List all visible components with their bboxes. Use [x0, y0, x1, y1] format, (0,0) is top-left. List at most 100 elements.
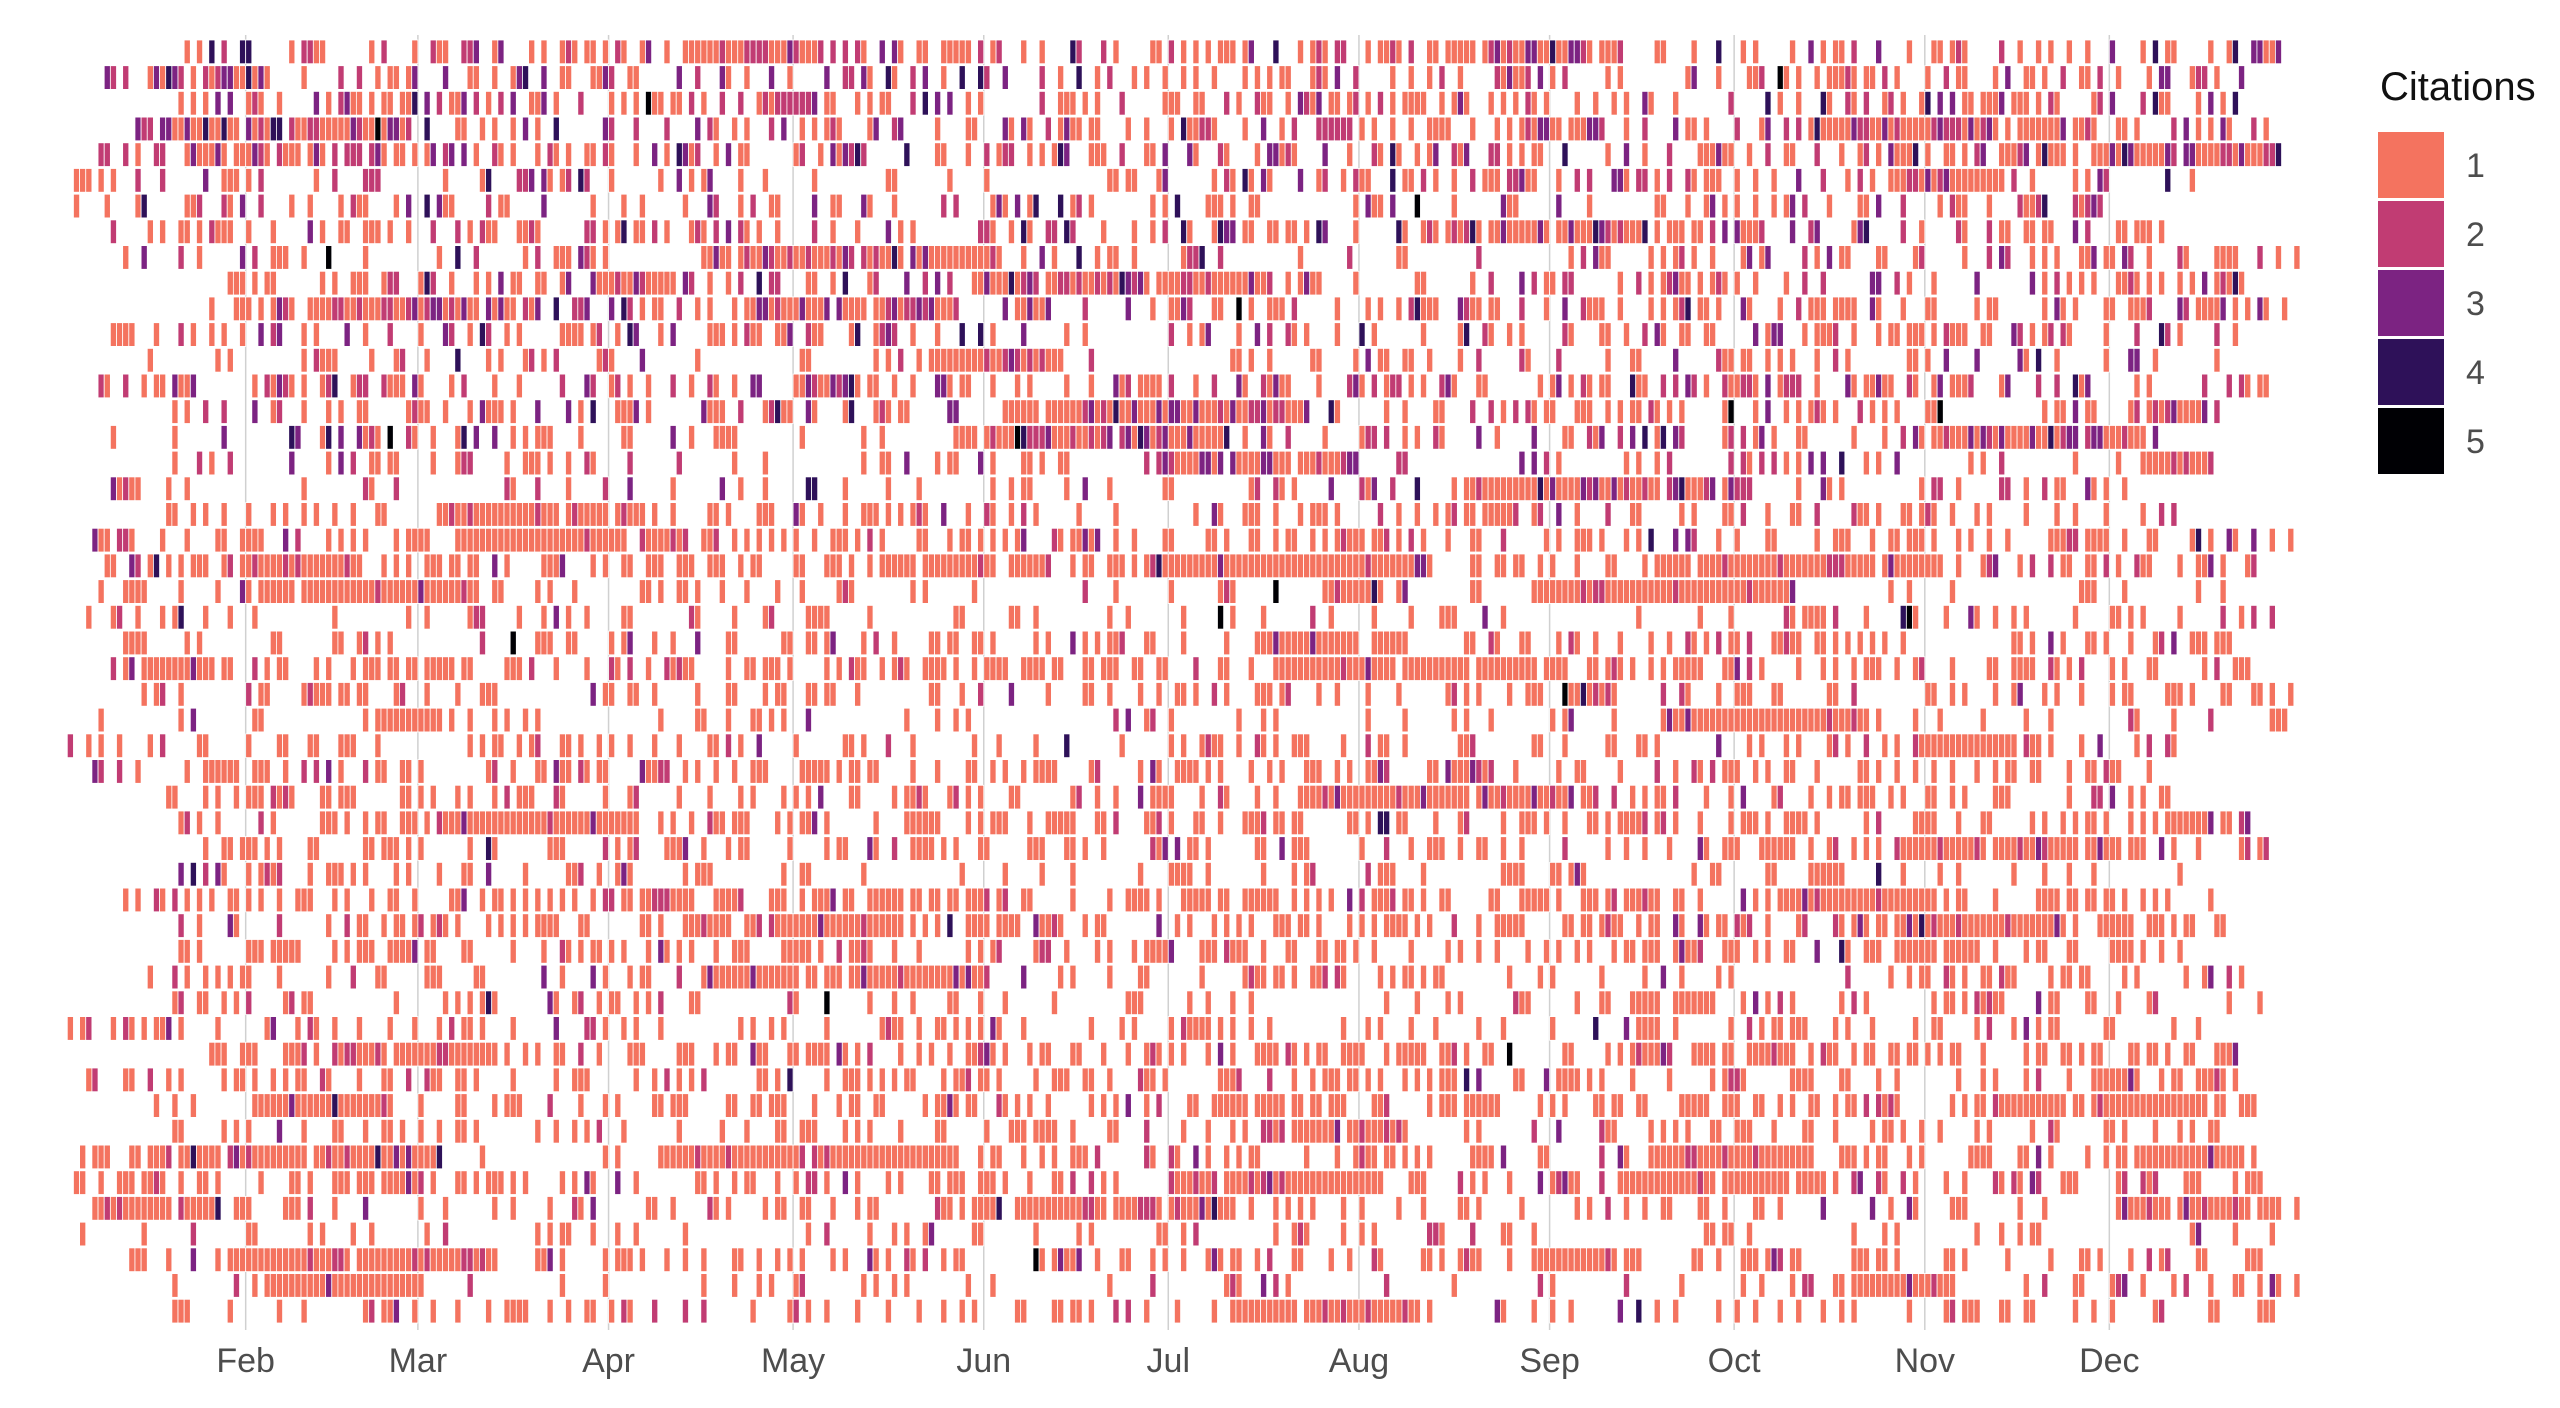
heatmap-cell — [1696, 579, 1704, 604]
heatmap-cell — [1764, 707, 1772, 733]
heatmap-cell — [1284, 270, 1292, 296]
heatmap-cell — [1659, 373, 1667, 399]
heatmap-cell — [251, 270, 259, 296]
heatmap-cell — [1832, 836, 1840, 861]
heatmap-cell — [1653, 553, 1661, 579]
heatmap-cell — [2231, 656, 2239, 681]
heatmap-cell — [116, 605, 124, 630]
heatmap-cell — [694, 707, 702, 733]
heatmap-cell — [928, 887, 935, 913]
heatmap-cell — [1782, 270, 1790, 296]
heatmap-cell — [1192, 810, 1200, 836]
heatmap-cell — [891, 887, 899, 913]
heatmap-cell — [1795, 450, 1803, 476]
heatmap-cell — [1949, 116, 1956, 142]
heatmap-cell — [1290, 887, 1298, 913]
heatmap-cell — [1444, 39, 1452, 65]
heatmap-cell — [1789, 193, 1797, 219]
heatmap-cell — [1807, 887, 1815, 913]
heatmap-cell — [1426, 347, 1434, 373]
heatmap-cell — [626, 270, 634, 296]
heatmap-cell — [552, 784, 560, 810]
heatmap-cell — [614, 810, 622, 836]
heatmap-cell — [288, 784, 296, 810]
heatmap-cell — [1967, 450, 1975, 476]
heatmap-cell — [638, 579, 646, 604]
heatmap-cell — [2170, 810, 2178, 836]
heatmap-cell — [343, 579, 351, 604]
heatmap-cell — [1174, 759, 1181, 784]
heatmap-cell — [97, 579, 105, 604]
heatmap-cell — [405, 91, 413, 116]
heatmap-cell — [1377, 887, 1384, 913]
heatmap-cell — [331, 553, 339, 579]
heatmap-cell — [1518, 476, 1526, 501]
heatmap-cell — [2158, 219, 2166, 244]
heatmap-cell — [522, 116, 530, 142]
heatmap-cell — [2078, 579, 2086, 604]
heatmap-cell — [768, 39, 776, 65]
heatmap-cell — [1377, 502, 1384, 527]
heatmap-cell — [1690, 116, 1698, 142]
heatmap-cell — [577, 322, 585, 347]
heatmap-cell — [1180, 682, 1188, 707]
heatmap-cell — [1832, 322, 1840, 347]
heatmap-cell — [626, 450, 634, 476]
heatmap-cell — [1346, 656, 1354, 681]
heatmap-cell — [1167, 39, 1175, 65]
heatmap-cell — [2028, 425, 2036, 450]
heatmap-cell — [282, 502, 290, 527]
heatmap-cell — [706, 553, 714, 579]
heatmap-cell — [657, 296, 665, 322]
heatmap-cell — [1383, 759, 1391, 784]
heatmap-cell — [1081, 296, 1089, 322]
heatmap-cell — [860, 65, 868, 90]
heatmap-cell — [718, 476, 726, 501]
heatmap-cell — [608, 91, 616, 116]
heatmap-cell — [1881, 373, 1889, 399]
heatmap-cell — [1007, 553, 1015, 579]
heatmap-cell — [1204, 270, 1212, 296]
heatmap-cell — [1979, 810, 1987, 836]
heatmap-cell — [989, 245, 997, 270]
heatmap-cell — [2213, 399, 2221, 424]
heatmap-cell — [681, 142, 689, 167]
heatmap-cell — [220, 656, 228, 681]
heatmap-cell — [349, 450, 357, 476]
heatmap-cell — [1487, 399, 1495, 424]
heatmap-cell — [1961, 784, 1969, 810]
heatmap-cell — [282, 579, 290, 604]
heatmap-cell — [2096, 168, 2104, 193]
heatmap-cell — [251, 707, 259, 733]
heatmap-cell — [921, 91, 929, 116]
heatmap-cell — [2090, 630, 2098, 656]
heatmap-cell — [2121, 656, 2129, 681]
heatmap-cell — [1875, 270, 1883, 296]
heatmap-cell — [1579, 862, 1587, 887]
heatmap-cell — [1260, 553, 1268, 579]
heatmap-cell — [1776, 836, 1784, 861]
heatmap-cell — [1899, 296, 1907, 322]
heatmap-cell — [1875, 887, 1883, 913]
heatmap-cell — [1358, 425, 1366, 450]
heatmap-cell — [196, 913, 204, 938]
heatmap-cell — [1487, 39, 1495, 65]
heatmap-cell — [964, 707, 972, 733]
heatmap-cell — [1801, 322, 1809, 347]
heatmap-cell — [1075, 784, 1083, 810]
heatmap-cell — [1217, 142, 1225, 167]
heatmap-cell — [1340, 527, 1348, 553]
heatmap-cell — [872, 836, 880, 861]
heatmap-cell — [2004, 425, 2012, 450]
heatmap-cell — [1438, 116, 1446, 142]
heatmap-cell — [1561, 270, 1569, 296]
heatmap-cell — [1407, 553, 1415, 579]
heatmap-cell — [1684, 682, 1692, 707]
heatmap-cell — [1438, 399, 1446, 424]
heatmap-cell — [337, 91, 345, 116]
heatmap-cell — [1506, 193, 1514, 219]
heatmap-cell — [1543, 296, 1551, 322]
heatmap-cell — [1659, 707, 1667, 733]
heatmap-cell — [620, 425, 628, 450]
heatmap-cell — [884, 168, 892, 193]
